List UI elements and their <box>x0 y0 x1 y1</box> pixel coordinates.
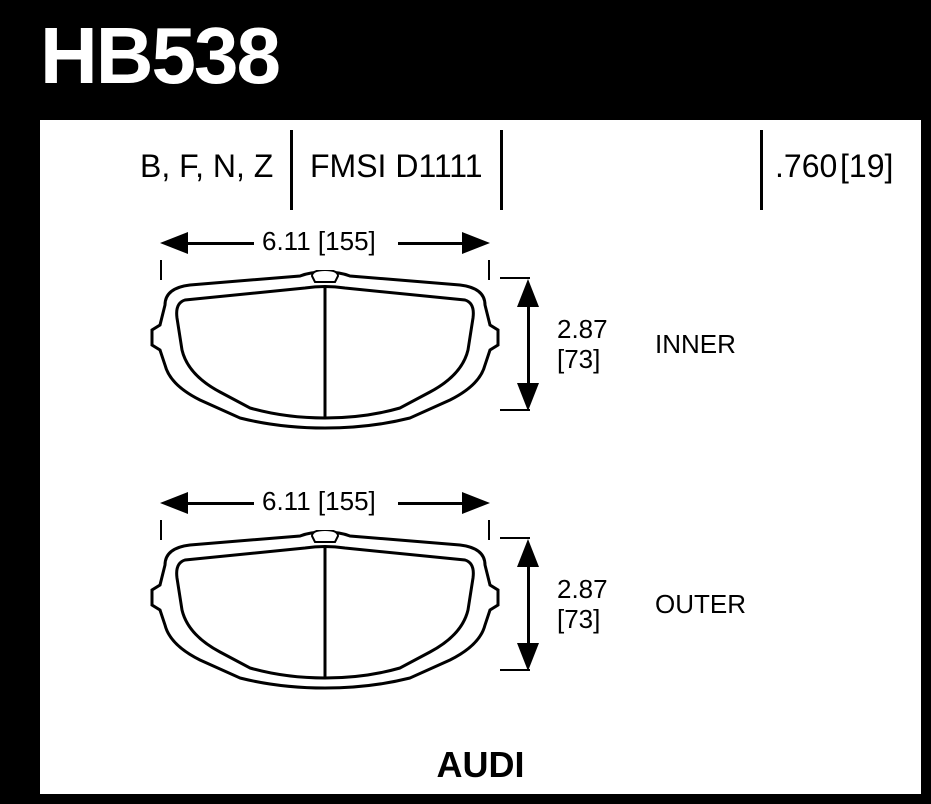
page: HB538 B, F, N, Z FMSI D1111 .760 [19] 6.… <box>0 0 931 804</box>
compounds-text: B, F, N, Z <box>140 148 273 185</box>
brake-pad-inner <box>150 270 500 430</box>
separator <box>760 130 763 210</box>
inner-label: INNER <box>655 329 736 360</box>
thickness-in: .760 <box>775 148 837 185</box>
fmsi-text: FMSI D1111 <box>310 148 483 185</box>
dim-height-outer: 2.87 [73] OUTER <box>515 537 765 672</box>
inner-width-in: 6.11 <box>262 226 311 256</box>
separator <box>500 130 503 210</box>
separator <box>290 130 293 210</box>
inner-height-in: 2.87 <box>557 314 608 344</box>
diagram-area: 6.11 [155] <box>40 215 921 745</box>
dim-width-inner: 6.11 [155] <box>160 230 490 260</box>
header: HB538 <box>0 0 931 110</box>
outer-label: OUTER <box>655 589 746 620</box>
inner-height-mm: [73] <box>557 344 600 374</box>
spec-line: B, F, N, Z FMSI D1111 .760 [19] <box>40 120 921 220</box>
outer-width-in: 6.11 <box>262 486 311 516</box>
outer-height-in: 2.87 <box>557 574 608 604</box>
inner-width-mm: [155] <box>318 226 376 256</box>
content-frame: B, F, N, Z FMSI D1111 .760 [19] 6.11 [15… <box>0 110 931 804</box>
part-number: HB538 <box>40 10 931 102</box>
brake-pad-outer <box>150 530 500 690</box>
dim-height-inner: 2.87 [73] INNER <box>515 277 765 412</box>
outer-height-mm: [73] <box>557 604 600 634</box>
brand-label: AUDI <box>40 744 921 786</box>
outer-width-mm: [155] <box>318 486 376 516</box>
dim-width-outer: 6.11 [155] <box>160 490 490 520</box>
thickness-mm: [19] <box>840 148 893 185</box>
